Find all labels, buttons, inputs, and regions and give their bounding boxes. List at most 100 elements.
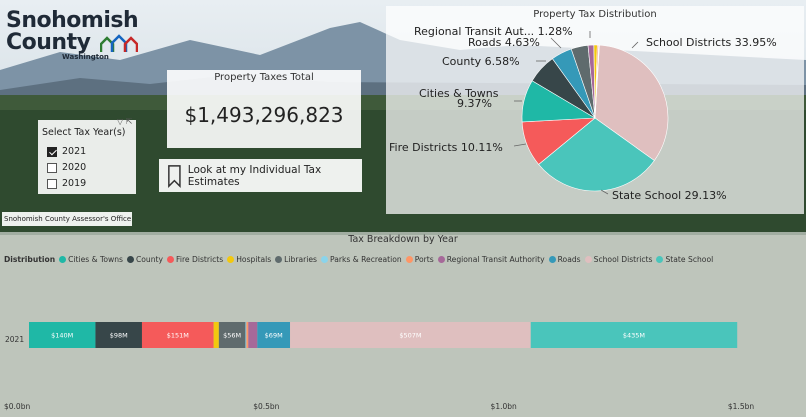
bar-segment-hospitals[interactable] (213, 322, 219, 348)
slicer-option-2021[interactable]: 2021 (47, 146, 86, 157)
x-tick-label: $0.0bn (4, 402, 30, 411)
property-taxes-total-card: Property Taxes Total $1,493,296,823 (167, 70, 361, 148)
slicer-header-icons: ▽ ⇱ (117, 117, 132, 126)
bar-segment-cities-towns[interactable] (29, 322, 96, 348)
legend-items: Cities & Towns County Fire Districts Hospit… (59, 255, 717, 264)
pie-label-cities-line1: Cities & Towns (419, 87, 499, 100)
estimates-button-label: Look at my Individual Tax Estimates (187, 163, 322, 188)
tax-breakdown-by-year-panel: Tax Breakdown by Year Distribution Citie… (0, 232, 806, 417)
legend-item-ports[interactable]: Ports (405, 255, 434, 264)
bar-segment-ports[interactable] (246, 322, 249, 348)
pie-label-state-school: State School 29.13% (612, 189, 727, 202)
houses-icon (100, 34, 138, 52)
bar-segment-roads[interactable] (257, 322, 291, 348)
legend-item-roads[interactable]: Roads (548, 255, 581, 264)
bar-chart: 2021 $140M $98M $151M $56M $69M $507M $435M $0… (4, 322, 754, 411)
pie-chart-title: Property Tax Distribution (533, 9, 657, 20)
legend-label: Parks & Recreation (329, 255, 402, 264)
individual-tax-estimates-button[interactable]: Look at my Individual Tax Estimates (159, 159, 362, 192)
legend-dot (275, 256, 283, 263)
bar-data-label: $98M (110, 332, 128, 340)
bar-segment-county[interactable] (95, 322, 142, 348)
pie-label-roads: Roads 4.63% (468, 36, 540, 49)
legend-item-school-districts[interactable]: School Districts (584, 255, 653, 264)
assessor-office-label: Snohomish County Assessor's Office (2, 212, 132, 226)
bar-segment-regional-transit-authority[interactable] (248, 322, 258, 348)
legend-title: Distribution (4, 255, 56, 264)
legend-item-libraries[interactable]: Libraries (275, 255, 317, 264)
pie-slice-school-districts[interactable] (594, 44, 669, 161)
total-title: Property Taxes Total (214, 72, 314, 83)
pie-label-fire-districts: Fire Districts 10.11% (389, 141, 503, 154)
tax-year-slicer: ▽ ⇱ Select Tax Year(s) 2021 2020 2019 (38, 117, 136, 194)
snohomish-county-logo: Snohomish County Washington (4, 8, 144, 63)
bar-data-label: $151M (167, 332, 189, 340)
logo-line-3: Washington (62, 53, 109, 61)
legend-dot (320, 256, 328, 263)
slicer-option-label: 2021 (62, 146, 87, 157)
pie-label-regional-transit: Regional Transit Aut... 1.28% (414, 25, 573, 38)
legend-item-hospitals[interactable]: Hospitals (227, 255, 271, 264)
legend-label: Ports (414, 255, 434, 264)
filter-icon[interactable]: ▽ (117, 117, 124, 126)
bar-data-label: $56M (223, 332, 241, 340)
focus-mode-icon[interactable]: ⇱ (125, 117, 133, 126)
property-tax-distribution-panel: Property Tax Distribution Regional Trans… (386, 6, 804, 214)
legend-label: School Districts (593, 255, 653, 264)
bar-chart-title: Tax Breakdown by Year (348, 234, 458, 245)
checkbox-2019[interactable] (47, 178, 57, 189)
pie-label-cities-line2: 9.37% (457, 97, 492, 110)
legend-label: Hospitals (236, 255, 272, 264)
legend-dot (227, 256, 235, 263)
legend-item-fire-districts[interactable]: Fire Districts (167, 255, 223, 264)
bar-data-label: $140M (51, 332, 73, 340)
bar-segment-state-school[interactable] (530, 322, 738, 348)
legend-dot (584, 256, 592, 263)
bar-segment-fire-districts[interactable] (141, 322, 214, 348)
slicer-option-2020[interactable]: 2020 (47, 162, 86, 173)
bar-segment-libraries[interactable] (218, 322, 246, 348)
bar-segment-school-districts[interactable] (290, 322, 531, 348)
legend-dot (167, 256, 175, 263)
legend-item-county[interactable]: County (126, 255, 164, 264)
legend-dot (405, 256, 413, 263)
logo-line-2: County (6, 30, 91, 55)
bar-segment-parks-recreation[interactable] (245, 322, 247, 348)
total-value: $1,493,296,823 (184, 103, 344, 127)
checkbox-2021[interactable] (47, 146, 57, 157)
legend-dot (437, 256, 445, 263)
checkbox-2020[interactable] (47, 162, 57, 173)
bar-data-label: $69M (265, 332, 283, 340)
slicer-title: Select Tax Year(s) (42, 127, 126, 138)
bar-data-label: $507M (399, 332, 421, 340)
legend-item-cities-towns[interactable]: Cities & Towns (59, 255, 123, 264)
x-tick-label: $1.0bn (491, 402, 517, 411)
legend-item-state-school[interactable]: State School (656, 255, 713, 264)
legend-label: Cities & Towns (68, 255, 123, 264)
pie-label-school-districts: School Districts 33.95% (646, 36, 777, 49)
pie-label-county: County 6.58% (442, 55, 520, 68)
y-category-label: 2021 (5, 335, 24, 344)
slicer-option-2019[interactable]: 2019 (47, 178, 86, 189)
legend: Distribution Cities & Towns County Fire Di… (4, 255, 717, 264)
bookmark-icon (168, 164, 181, 188)
x-tick-label: $1.5bn (728, 402, 754, 411)
x-tick-label: $0.5bn (253, 402, 279, 411)
slicer-option-label: 2020 (62, 162, 87, 173)
pie-slice-parks-recreation[interactable] (594, 44, 600, 119)
pie-slice-state-school[interactable] (538, 117, 655, 192)
legend-label: State School (665, 255, 714, 264)
bar-data-label: $435M (623, 332, 645, 340)
legend-item-regional-transit-authority[interactable]: Regional Transit Authority (437, 255, 545, 264)
legend-item-parks-recreation[interactable]: Parks & Recreation (320, 255, 402, 264)
legend-dot (656, 256, 664, 263)
legend-label: Fire Districts (176, 255, 224, 264)
pie-chart: Regional Transit Aut... 1.28% Roads 4.63… (389, 25, 777, 202)
legend-label: County (135, 255, 164, 264)
legend-label: Regional Transit Authority (446, 255, 545, 264)
legend-label: Roads (557, 255, 581, 264)
legend-dot (548, 256, 556, 263)
legend-label: Libraries (284, 255, 317, 264)
legend-dot (126, 256, 134, 263)
logo-line-1: Snohomish (6, 8, 139, 33)
